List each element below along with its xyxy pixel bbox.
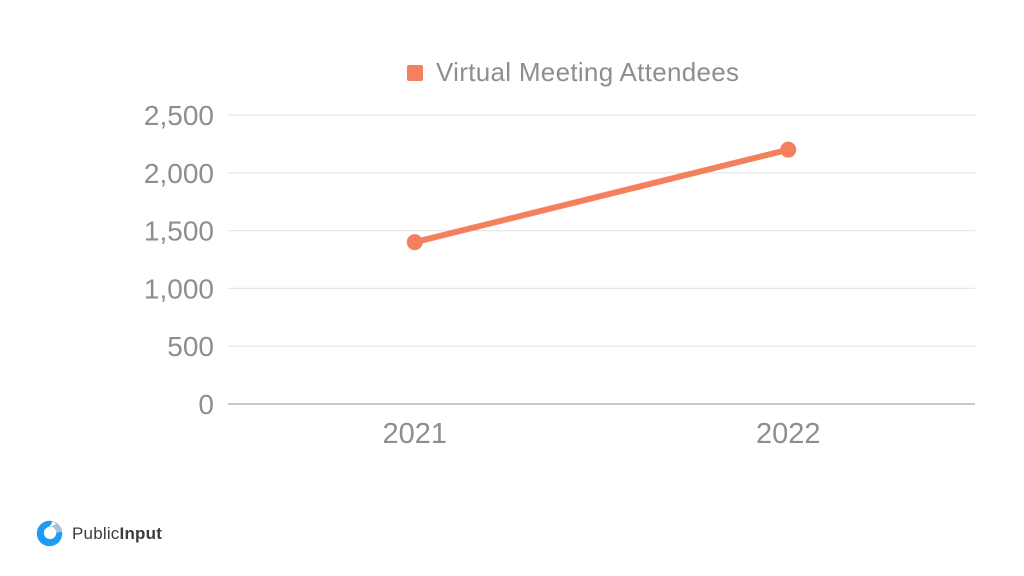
y-tick-label: 1,500 — [144, 216, 214, 247]
brand-logo-text: PublicInput — [72, 524, 162, 544]
brand-logo: PublicInput — [36, 520, 162, 547]
y-tick-label: 1,000 — [144, 273, 214, 304]
legend-label: Virtual Meeting Attendees — [436, 57, 740, 87]
data-point — [406, 234, 423, 251]
x-tick-label: 2021 — [382, 418, 447, 450]
y-tick-label: 0 — [198, 389, 214, 420]
y-tick-label: 500 — [167, 331, 214, 362]
x-tick-label: 2022 — [756, 418, 821, 450]
publicinput-circle-icon — [36, 520, 63, 547]
y-tick-label: 2,000 — [144, 158, 214, 189]
brand-text-bold: Input — [119, 523, 163, 543]
legend-marker-icon — [407, 64, 423, 81]
y-tick-label: 2,500 — [144, 100, 214, 131]
brand-text-regular: Public — [72, 523, 120, 543]
legend: Virtual Meeting Attendees — [407, 57, 739, 88]
series-line — [411, 146, 792, 246]
data-point — [780, 141, 797, 158]
